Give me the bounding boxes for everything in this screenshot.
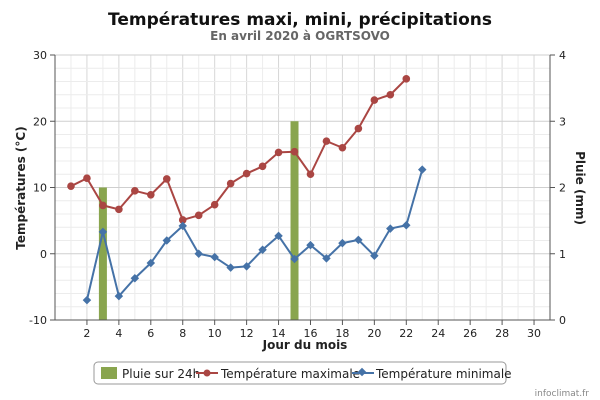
tmin-point — [210, 252, 219, 262]
x-tick-label: 14 — [272, 327, 286, 340]
tmax-point — [226, 179, 235, 188]
x-tick-label: 10 — [208, 327, 222, 340]
tmin-point — [354, 235, 363, 245]
legend-rain-label: Pluie sur 24h — [122, 367, 200, 381]
tmax-point — [306, 170, 315, 179]
tmin-point — [162, 236, 172, 245]
tmax-point — [322, 137, 331, 145]
tmin-point — [274, 231, 283, 241]
y-tick-label: 20 — [33, 115, 47, 128]
tmax-point — [258, 162, 267, 171]
rain-bars — [98, 121, 299, 320]
y-tick-label: -10 — [29, 314, 47, 327]
x-tick-label: 22 — [399, 327, 413, 340]
y-tick-label: 30 — [33, 49, 47, 62]
chart-subtitle: En avril 2020 à OGRTSOVO — [210, 29, 390, 43]
y2-tick-label: 2 — [559, 182, 566, 195]
tmin-point — [306, 240, 315, 250]
tmin-point — [402, 221, 411, 230]
rain-bar — [290, 121, 299, 320]
legend-tmax-marker — [203, 369, 211, 377]
tmax-point — [386, 90, 395, 99]
y2-tick-label: 4 — [559, 49, 566, 62]
tmax-point — [338, 143, 347, 152]
tmin-point — [386, 224, 395, 233]
series-lines — [67, 75, 427, 305]
tmax-point — [178, 216, 187, 224]
x-tick-label: 20 — [367, 327, 381, 340]
tmax-point — [354, 124, 363, 133]
tmin-line — [85, 169, 424, 301]
tmin-point — [178, 221, 187, 231]
x-tick-label: 28 — [495, 327, 509, 340]
tmax-point — [210, 200, 219, 209]
tmax-point — [274, 148, 283, 157]
x-tick-label: 6 — [147, 327, 154, 340]
x-tick-label: 26 — [463, 327, 477, 340]
tmax-point — [115, 205, 123, 214]
y-tick-label: 10 — [33, 182, 47, 195]
x-axis-title: Jour du mois — [262, 338, 348, 352]
tmin-point — [370, 251, 379, 260]
x-tick-label: 2 — [83, 327, 90, 340]
x-tick-label: 30 — [527, 327, 541, 340]
tmin-point — [418, 165, 427, 174]
axes: 2 4 6 8 10 12 14 16 18 20 22 24 26 28 30-1001020300123… — [29, 49, 566, 340]
tmax-point — [131, 187, 139, 195]
legend[interactable]: Pluie sur 24h Température maximale Tempé… — [93, 361, 512, 385]
x-tick-label: 8 — [179, 327, 186, 340]
tmax-point — [370, 96, 379, 104]
tmin-point — [226, 263, 235, 272]
tmax-point — [242, 169, 251, 178]
tmin-point — [98, 227, 108, 237]
tmin-point — [290, 254, 299, 264]
y-tick-label: 0 — [40, 248, 47, 261]
tmin-point — [338, 238, 347, 248]
tmax-point — [162, 175, 171, 183]
rain-bar — [98, 187, 107, 320]
tmin-point — [130, 274, 140, 283]
x-tick-label: 16 — [303, 327, 317, 340]
x-tick-label: 12 — [240, 327, 254, 340]
y2-tick-label: 0 — [559, 314, 566, 327]
tmax-point — [83, 174, 91, 183]
x-tick-label: 18 — [335, 327, 349, 340]
tmax-point — [194, 211, 203, 220]
tmax-point — [402, 75, 411, 83]
legend-box — [93, 361, 507, 385]
tmax-point — [290, 147, 299, 156]
tmax-point — [67, 182, 75, 190]
y2-axis-title: Pluie (mm) — [573, 151, 587, 225]
tmin-point — [258, 245, 267, 255]
y-axis-title: Températures (°C) — [14, 126, 28, 249]
tmax-line — [70, 78, 407, 221]
legend-tmax-label: Température maximale — [220, 367, 360, 381]
tmin-point — [114, 291, 124, 301]
y2-tick-label: 3 — [559, 115, 566, 128]
legend-rain-swatch — [101, 367, 117, 379]
x-tick-label: 4 — [115, 327, 122, 340]
tmax-point — [99, 201, 107, 210]
legend-tmin-label: Température minimale — [375, 367, 512, 381]
grid — [54, 54, 551, 321]
tmin-point — [146, 258, 156, 268]
y2-tick-label: 1 — [559, 248, 566, 261]
tmax-point — [147, 190, 155, 199]
legend-tmin-marker — [357, 367, 367, 377]
tmin-point — [194, 249, 203, 258]
tmin-point — [82, 295, 92, 305]
chart-title: Températures maxi, mini, précipitations — [108, 10, 492, 30]
x-tick-label: 24 — [431, 327, 445, 340]
credit-text: infoclimat.fr — [535, 389, 590, 399]
tmin-point — [242, 262, 251, 271]
